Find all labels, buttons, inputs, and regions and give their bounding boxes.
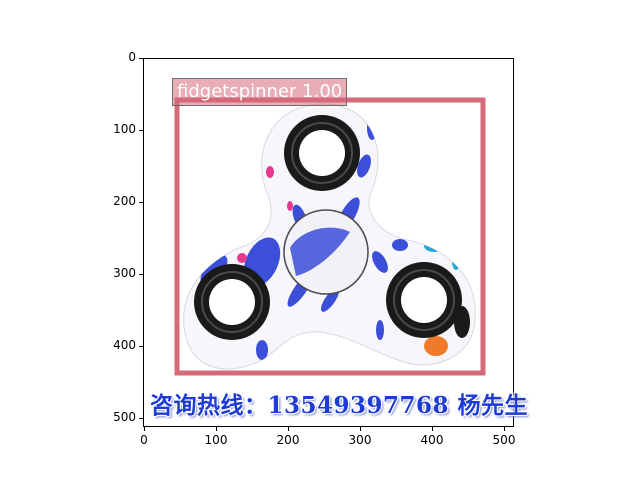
ytick-mark [139, 346, 143, 347]
ytick-label: 500 [113, 410, 136, 424]
xtick-label: 100 [204, 433, 228, 447]
xtick-mark [144, 427, 145, 431]
xtick-mark [288, 427, 289, 431]
ytick-label: 100 [113, 122, 136, 136]
ytick-label: 400 [113, 338, 136, 352]
spinner-rings [194, 115, 462, 340]
xtick-label: 400 [420, 433, 444, 447]
ytick-label: 0 [128, 50, 136, 64]
ytick-mark [139, 274, 143, 275]
xtick-label: 300 [348, 433, 372, 447]
xtick-mark [360, 427, 361, 431]
ytick-label: 300 [113, 266, 136, 280]
ytick-mark [139, 58, 143, 59]
xtick-label: 200 [276, 433, 300, 447]
detection-label: fidgetspinner 1.00 [172, 78, 348, 106]
ytick-label: 200 [113, 194, 136, 208]
xtick-mark [504, 427, 505, 431]
watermark-hotline: 咨询热线：13549397768 杨先生 [150, 392, 529, 419]
xtick-mark [432, 427, 433, 431]
ytick-mark [139, 202, 143, 203]
xtick-label: 500 [492, 433, 516, 447]
ytick-mark [139, 130, 143, 131]
ytick-mark [139, 418, 143, 419]
xtick-mark [216, 427, 217, 431]
xtick-label: 0 [140, 433, 148, 447]
